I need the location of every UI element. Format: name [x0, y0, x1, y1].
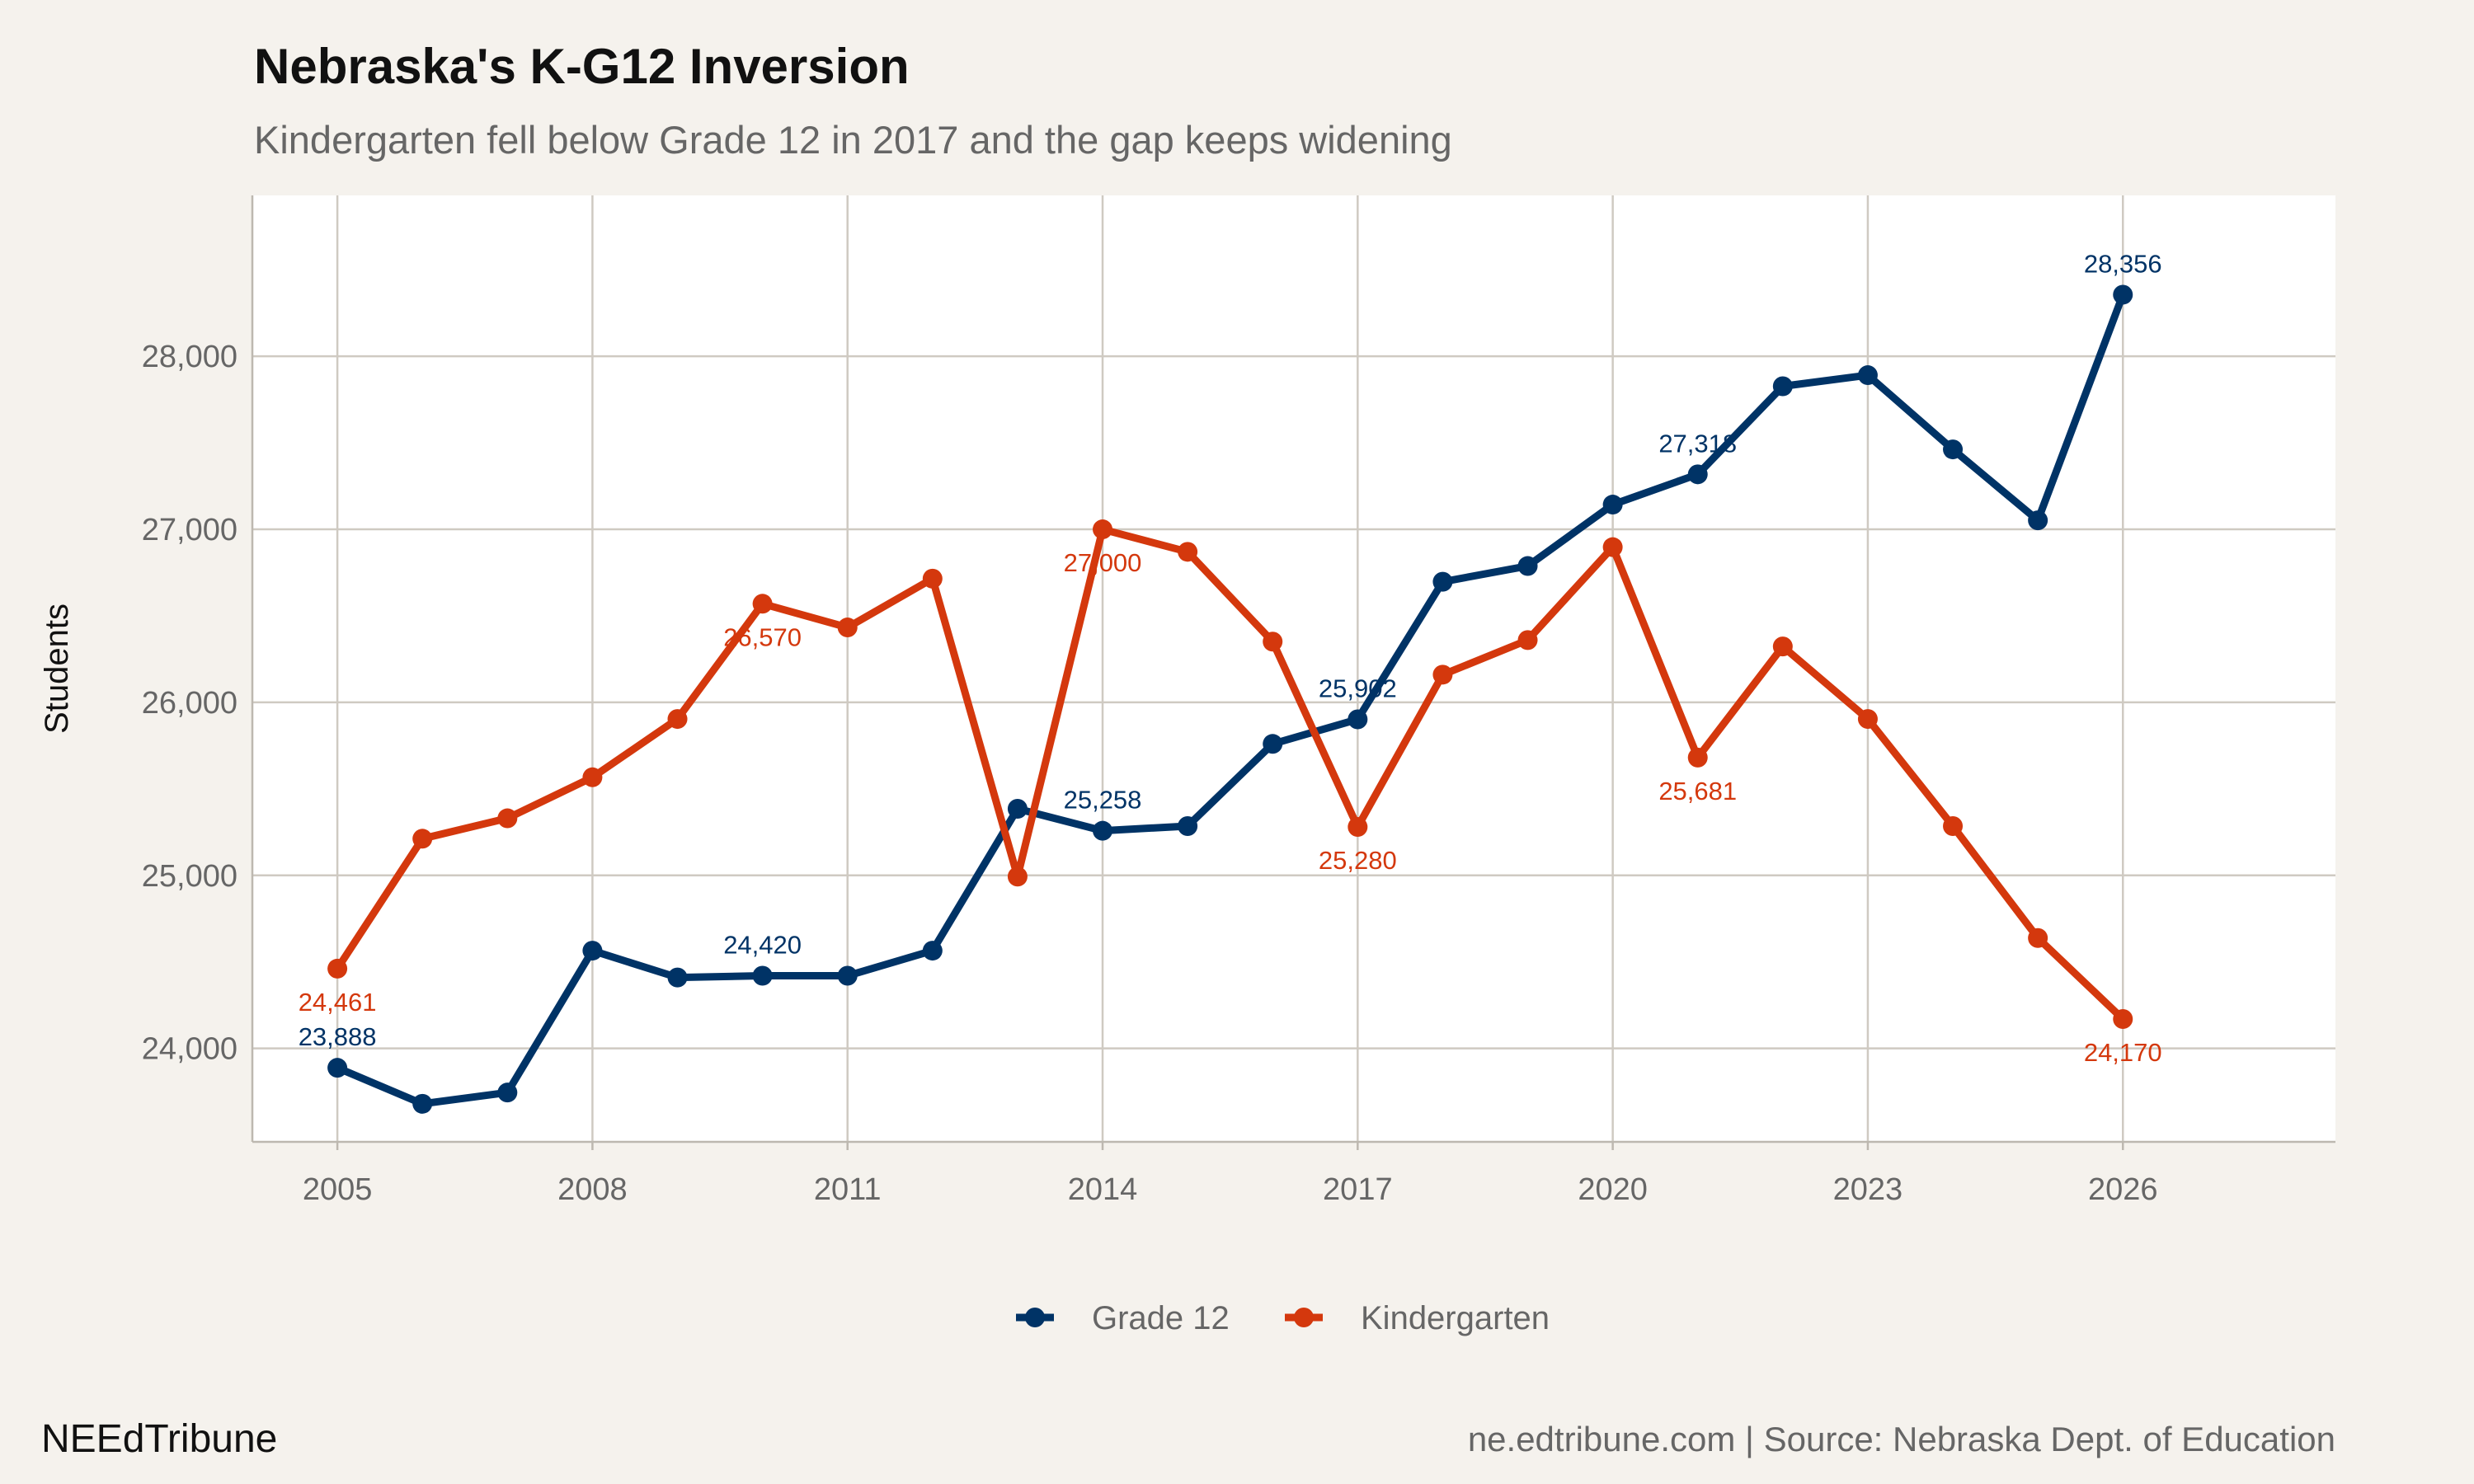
- data-point-grade-12: [1687, 464, 1708, 485]
- data-point-grade-12: [1178, 815, 1198, 836]
- data-point-grade-12: [1943, 439, 1964, 460]
- x-tick-label: 2023: [1833, 1172, 1903, 1207]
- y-tick-label: 25,000: [142, 859, 238, 894]
- data-point-grade-12: [1517, 556, 1538, 576]
- data-point-grade-12: [582, 941, 603, 961]
- data-point-grade-12: [922, 941, 943, 961]
- x-tick-label: 2014: [1068, 1172, 1138, 1207]
- data-point-kindergarten: [582, 767, 603, 787]
- data-point-kindergarten: [1857, 709, 1878, 730]
- data-label-kindergarten: 24,170: [2084, 1038, 2162, 1067]
- legend-label-kindergarten: Kindergarten: [1361, 1300, 1550, 1336]
- data-point-kindergarten: [1348, 817, 1368, 838]
- data-point-kindergarten: [327, 958, 348, 979]
- data-label-grade-12: 28,356: [2084, 249, 2162, 278]
- data-point-kindergarten: [497, 808, 518, 829]
- data-label-grade-12: 25,258: [1064, 786, 1142, 815]
- legend-marker-kindergarten: [1294, 1308, 1314, 1327]
- data-point-kindergarten: [1772, 636, 1793, 657]
- data-label-kindergarten: 27,000: [1064, 548, 1142, 577]
- data-label-kindergarten: 26,570: [723, 622, 802, 651]
- data-point-grade-12: [412, 1093, 433, 1114]
- y-tick-label: 26,000: [142, 686, 238, 721]
- legend-marker-grade-12: [1025, 1308, 1045, 1327]
- data-point-grade-12: [497, 1082, 518, 1103]
- data-point-kindergarten: [1943, 815, 1964, 836]
- data-point-kindergarten: [667, 709, 688, 730]
- y-tick-label: 27,000: [142, 513, 238, 547]
- data-label-grade-12: 23,888: [299, 1022, 377, 1051]
- y-tick-label: 24,000: [142, 1032, 238, 1067]
- data-point-grade-12: [1007, 798, 1028, 819]
- data-point-kindergarten: [1432, 665, 1453, 685]
- data-point-kindergarten: [1517, 630, 1538, 650]
- data-label-grade-12: 25,902: [1319, 674, 1397, 702]
- data-point-kindergarten: [2113, 1008, 2133, 1029]
- chart-subtitle: Kindergarten fell below Grade 12 in 2017…: [254, 118, 1452, 162]
- data-label-kindergarten: 25,681: [1658, 777, 1737, 805]
- chart-title: Nebraska's K-G12 Inversion: [254, 39, 910, 94]
- data-point-kindergarten: [1093, 519, 1113, 540]
- plot-panel: [252, 195, 2335, 1142]
- data-point-grade-12: [1263, 734, 1283, 754]
- data-point-grade-12: [1772, 376, 1793, 397]
- data-point-grade-12: [1602, 495, 1623, 515]
- series-line-kindergarten: [334, 525, 2126, 1022]
- brand-logo-text: NEEdTribune: [41, 1417, 278, 1461]
- data-point-kindergarten: [1263, 632, 1283, 652]
- data-point-kindergarten: [1007, 866, 1028, 887]
- data-label-grade-12: 27,318: [1658, 429, 1737, 458]
- data-point-kindergarten: [1602, 537, 1623, 557]
- y-tick-label: 28,000: [142, 340, 238, 374]
- data-point-grade-12: [837, 965, 858, 986]
- data-point-grade-12: [1432, 571, 1453, 592]
- x-tick-label: 2020: [1578, 1172, 1648, 1207]
- data-point-grade-12: [752, 965, 773, 986]
- data-point-kindergarten: [837, 618, 858, 638]
- data-point-grade-12: [1857, 365, 1878, 386]
- data-point-kindergarten: [412, 829, 433, 849]
- x-tick-label: 2026: [2088, 1172, 2158, 1207]
- data-point-grade-12: [2113, 284, 2133, 305]
- series-line-grade-12: [336, 293, 2127, 1108]
- data-point-kindergarten: [2028, 928, 2048, 948]
- x-tick-label: 2005: [303, 1172, 373, 1207]
- x-tick-label: 2011: [814, 1172, 882, 1207]
- data-point-grade-12: [1093, 820, 1113, 841]
- x-tick-label: 2017: [1323, 1172, 1393, 1207]
- data-label-grade-12: 24,420: [723, 931, 802, 960]
- data-point-grade-12: [667, 967, 688, 988]
- data-point-kindergarten: [1178, 542, 1198, 562]
- data-point-grade-12: [327, 1058, 348, 1078]
- source-caption: ne.edtribune.com | Source: Nebraska Dept…: [1467, 1420, 2335, 1458]
- data-point-kindergarten: [1687, 747, 1708, 768]
- y-axis-label: Students: [39, 603, 75, 734]
- data-point-grade-12: [2028, 510, 2048, 531]
- x-tick-label: 2008: [557, 1172, 628, 1207]
- legend-label-grade-12: Grade 12: [1092, 1300, 1230, 1336]
- data-label-kindergarten: 25,280: [1319, 846, 1397, 875]
- data-point-kindergarten: [752, 594, 773, 614]
- data-point-kindergarten: [922, 568, 943, 589]
- data-label-kindergarten: 24,461: [299, 988, 377, 1017]
- data-point-grade-12: [1348, 709, 1368, 730]
